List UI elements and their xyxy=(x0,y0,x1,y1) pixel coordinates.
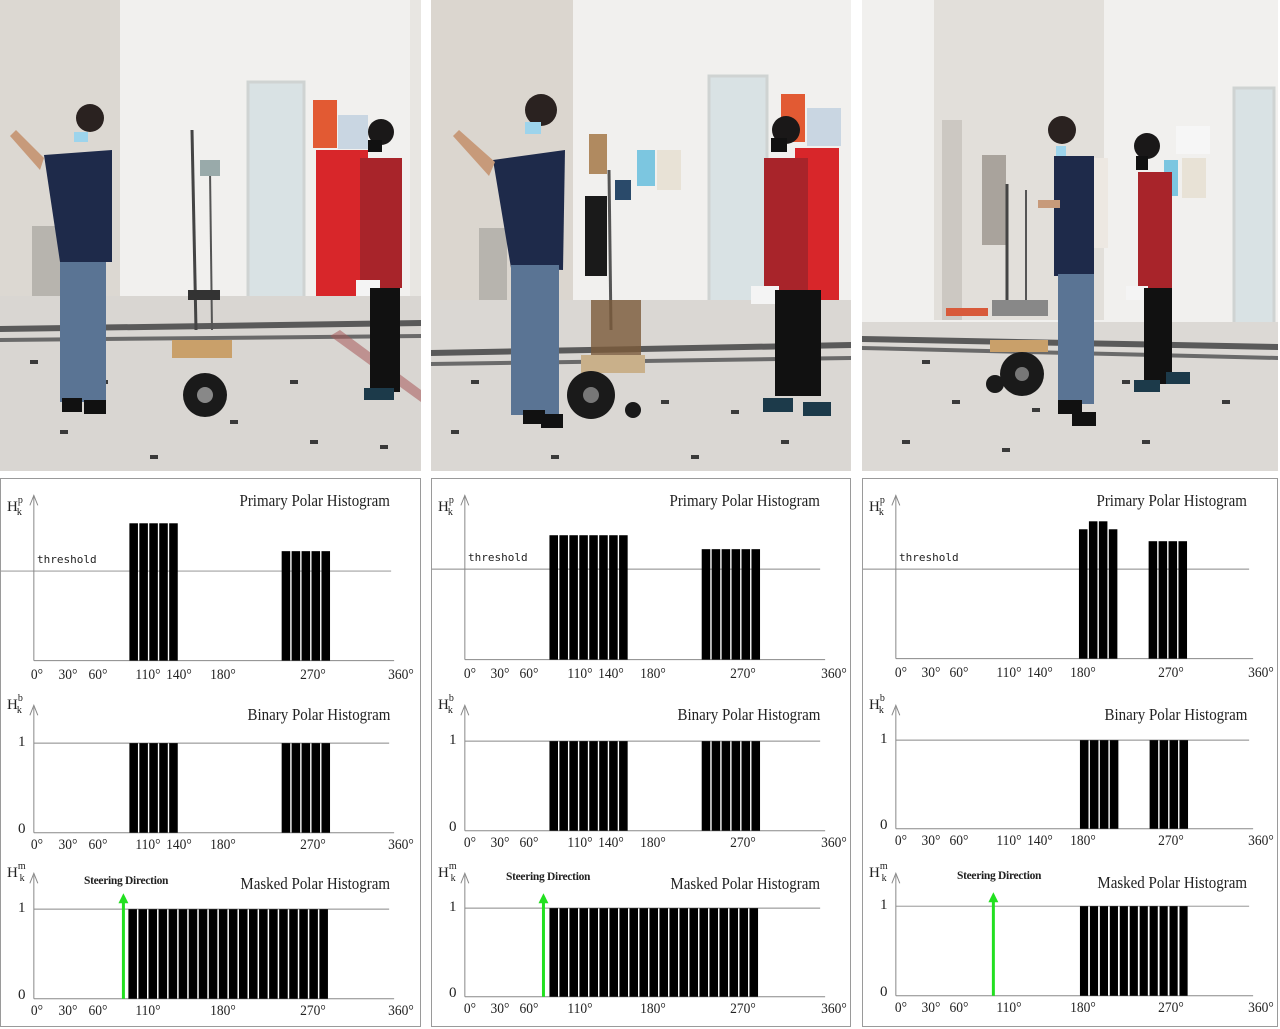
histogram-title: Masked Polar Histogram xyxy=(240,874,390,893)
y-tick-zero: 0 xyxy=(449,985,457,1001)
binary-polar-histogram-b: Hbk Binary Polar Histogram 1 0 0° 30° 60… xyxy=(438,693,847,851)
y-tick-zero: 0 xyxy=(449,819,457,835)
steering-direction-label: Steering Direction xyxy=(506,871,591,883)
y-tick-zero: 0 xyxy=(18,987,26,1003)
y-tick-one: 1 xyxy=(18,900,26,916)
threshold-label: threshold xyxy=(37,553,97,566)
histogram-column-c: Hpk Primary Polar Histogram threshold 0°… xyxy=(862,478,1278,1027)
steering-direction-arrow xyxy=(538,893,549,997)
primary-polar-histogram-a: Hpk Primary Polar Histogram threshold 0°… xyxy=(1,491,414,683)
y-tick-zero: 0 xyxy=(880,817,888,833)
y-tick-one: 1 xyxy=(880,731,888,747)
histogram-column-a: Hpk Primary Polar Histogram threshold 0°… xyxy=(0,478,421,1027)
binary-polar-histogram-c: Hbk Binary Polar Histogram 1 0 0° 30° 60… xyxy=(869,693,1274,849)
masked-polar-histogram-c: Hmk Steering Direction Masked Polar Hist… xyxy=(869,861,1274,1016)
y-axis-label-hb: Hbk xyxy=(438,693,454,716)
masked-polar-histogram-b: Hmk Steering Direction Masked Polar Hist… xyxy=(438,861,847,1017)
y-axis-label-hp: Hpk xyxy=(869,495,885,518)
y-axis-label-hm: Hmk xyxy=(438,861,457,884)
histogram-title: Binary Polar Histogram xyxy=(1104,705,1247,724)
y-axis-label-hb: Hbk xyxy=(7,693,23,716)
y-tick-one: 1 xyxy=(880,897,888,913)
y-tick-one: 1 xyxy=(18,734,26,750)
photo-scene-a xyxy=(0,0,421,471)
histogram-title: Binary Polar Histogram xyxy=(677,705,820,724)
steering-direction-label: Steering Direction xyxy=(84,875,169,887)
y-tick-one: 1 xyxy=(449,732,457,748)
primary-bars-a xyxy=(129,523,331,661)
threshold-label: threshold xyxy=(899,551,959,564)
y-axis-label-hm: Hmk xyxy=(869,861,888,884)
histogram-column-b: Hpk Primary Polar Histogram threshold 0°… xyxy=(431,478,851,1027)
threshold-label: threshold xyxy=(468,551,528,564)
binary-polar-histogram-a: Hbk Binary Polar Histogram 1 0 0° 30° 60… xyxy=(7,693,414,853)
y-tick-one: 1 xyxy=(449,899,457,915)
primary-polar-histogram-b: Hpk Primary Polar Histogram threshold 0°… xyxy=(432,491,847,682)
steering-direction-arrow xyxy=(988,892,999,996)
photo-scene-b xyxy=(431,0,851,471)
y-axis-label-hp: Hpk xyxy=(7,495,23,518)
y-axis-label-hb: Hbk xyxy=(869,693,885,716)
steering-direction-arrow xyxy=(118,893,129,999)
y-axis-label-hp: Hpk xyxy=(438,495,454,518)
histogram-title: Primary Polar Histogram xyxy=(1096,491,1247,510)
masked-polar-histogram-a: Hmk Steering Direction Masked Polar Hist… xyxy=(7,861,414,1019)
histogram-title: Binary Polar Histogram xyxy=(247,705,390,724)
photo-scene-c xyxy=(862,0,1278,471)
histogram-title: Masked Polar Histogram xyxy=(670,874,820,893)
histogram-title: Masked Polar Histogram xyxy=(1097,873,1247,892)
histogram-title: Primary Polar Histogram xyxy=(669,491,820,510)
histogram-title: Primary Polar Histogram xyxy=(239,491,390,510)
y-tick-zero: 0 xyxy=(880,984,888,1000)
primary-polar-histogram-c: Hpk Primary Polar Histogram threshold 0°… xyxy=(863,491,1274,681)
y-axis-label-hm: Hmk xyxy=(7,861,26,884)
y-tick-zero: 0 xyxy=(18,821,26,837)
steering-direction-label: Steering Direction xyxy=(957,870,1042,882)
